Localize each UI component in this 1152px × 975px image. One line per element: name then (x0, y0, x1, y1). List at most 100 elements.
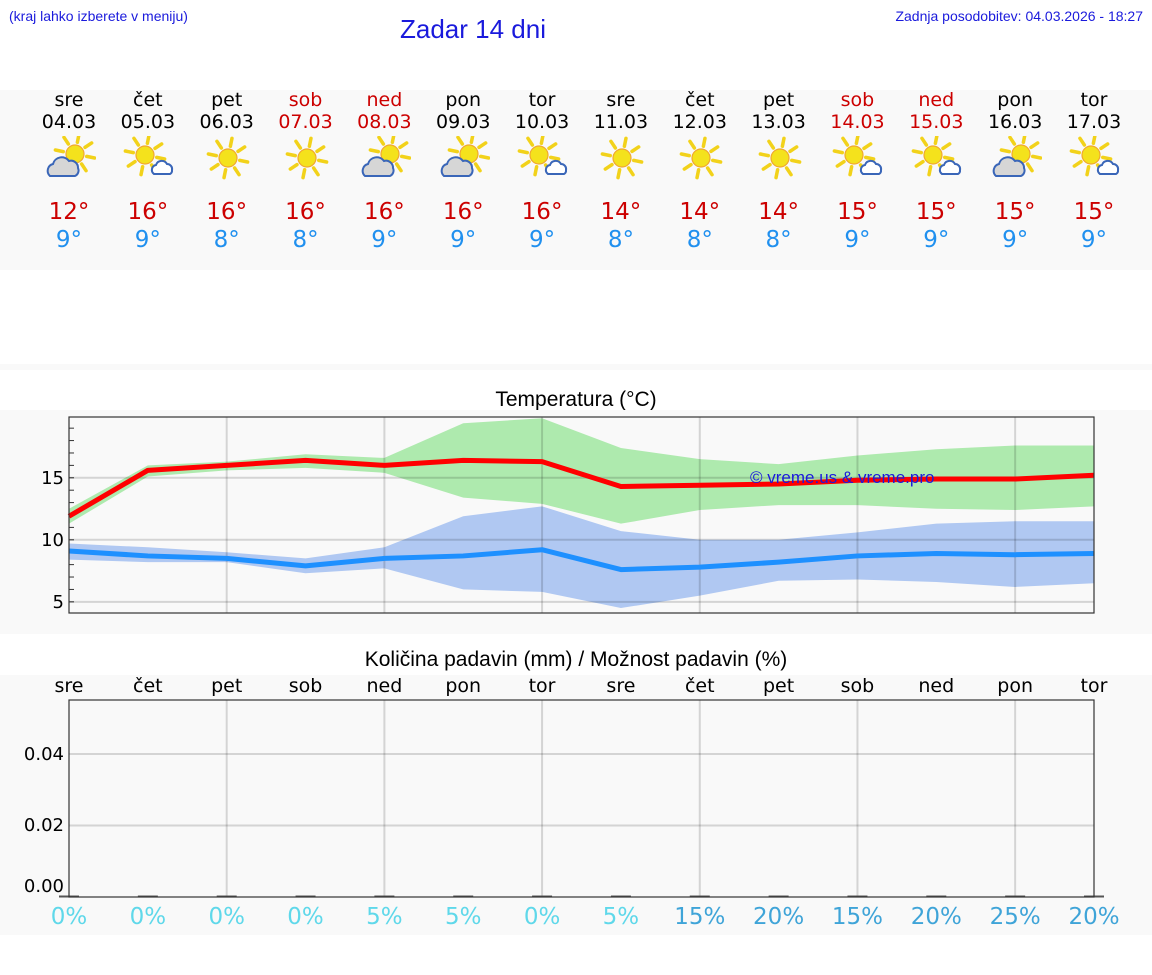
weekday-label: sre (54, 675, 84, 697)
partly-cloudy-grey-cloud-icon (438, 136, 491, 182)
sunny-icon (675, 136, 727, 182)
day-forecast: pet 13.03 14° 8° (740, 90, 818, 270)
partly-cloudy-grey-cloud-icon (44, 136, 96, 182)
weekday-label: sob (840, 675, 875, 697)
temperature-chart-title: Temperatura (°C) (495, 388, 657, 411)
max-temperature: 16° (442, 199, 484, 225)
day-forecast: sre 11.03 14° 8° (582, 90, 660, 270)
day-forecast: tor 17.03 15° 9° (1055, 90, 1133, 270)
day-name: čet (684, 89, 715, 111)
day-date: 06.03 (199, 111, 254, 133)
min-temperature: 9° (371, 227, 398, 253)
weekday-label: čet (684, 675, 715, 697)
precipitation-probability: 0% (287, 904, 324, 930)
min-temperature: 9° (923, 227, 950, 253)
day-date: 17.03 (1066, 111, 1122, 133)
max-temperature: 16° (363, 199, 405, 225)
day-forecast: pon 09.03 16° 9° (424, 90, 502, 270)
weekday-label: sob (288, 675, 323, 697)
min-temperature: 8° (292, 227, 319, 253)
max-temperature: 15° (915, 199, 957, 225)
max-temperature: 14° (758, 199, 799, 225)
day-name: pon (445, 89, 482, 111)
last-update: Zadnja posodobitev: 04.03.2026 - 18:27 (895, 8, 1143, 24)
min-temperature: 9° (134, 227, 161, 253)
day-name: ned (918, 89, 955, 111)
max-temperature: 16° (127, 199, 169, 225)
weekday-label: pet (763, 675, 795, 697)
max-temperature: 16° (521, 199, 563, 225)
day-forecast: ned 08.03 16° 9° (345, 90, 423, 270)
max-temperature: 15° (1073, 199, 1115, 225)
max-temperature: 15° (837, 199, 878, 225)
weekday-label: čet (133, 675, 163, 697)
day-name: čet (133, 89, 163, 111)
precipitation-probability: 0% (129, 904, 167, 930)
day-date: 12.03 (672, 111, 727, 133)
day-date: 07.03 (278, 111, 333, 133)
day-forecast: sob 07.03 16° 8° (267, 90, 345, 270)
min-temperature: 9° (1002, 227, 1029, 253)
max-temperature: 14° (679, 199, 721, 225)
day-name: pon (997, 89, 1033, 111)
precipitation-probability: 0% (523, 904, 561, 930)
min-temperature: 9° (528, 227, 556, 253)
precipitation-chart-panel (0, 675, 1152, 935)
weekday-label: pon (997, 675, 1033, 697)
precipitation-probability: 15% (831, 904, 884, 930)
partly-cloudy-grey-cloud-icon (990, 136, 1043, 182)
sun-small-cloud-icon (832, 136, 884, 182)
day-forecast: čet 12.03 14° 8° (661, 90, 739, 270)
min-temperature: 9° (844, 227, 871, 253)
day-forecast: ned 15.03 15° 9° (897, 90, 975, 270)
temperature-chart (67, 416, 1095, 614)
min-temperature: 8° (213, 227, 240, 253)
max-temperature: 15° (994, 199, 1036, 225)
day-name: sob (288, 89, 323, 111)
precipitation-chart-title: Količina padavin (mm) / Možnost padavin … (364, 648, 788, 671)
weekday-label: ned (366, 675, 403, 697)
sunny-icon (596, 136, 648, 182)
sun-small-cloud-icon (911, 136, 963, 182)
day-forecast: čet 05.03 16° 9° (109, 90, 187, 270)
day-forecast: sre 04.03 12° 9° (30, 90, 108, 270)
page-title: Zadar 14 dni (400, 14, 546, 44)
day-date: 05.03 (120, 111, 176, 133)
day-forecast: pet 06.03 16° 8° (188, 90, 266, 270)
daily-forecast-list: sre 04.03 12° 9° čet 05.03 16° 9° pet 06.03 16° 8° s… (0, 90, 1152, 270)
precipitation-probability: 0% (50, 904, 88, 930)
day-forecast: sob 14.03 15° 9° (818, 90, 896, 270)
day-forecast: tor 10.03 16° 9° (503, 90, 581, 270)
partly-cloudy-grey-cloud-icon (359, 136, 412, 182)
precipitation-probability: 20% (753, 904, 805, 930)
max-temperature: 16° (206, 199, 248, 225)
day-date: 13.03 (751, 111, 806, 133)
precipitation-probability: 25% (989, 904, 1041, 930)
min-temperature: 8° (607, 227, 634, 253)
y-tick-10: 10 (41, 530, 64, 551)
day-date: 14.03 (830, 111, 885, 133)
location-hint: (kraj lahko izberete v meniju) (9, 8, 188, 24)
day-date: 08.03 (357, 111, 412, 133)
day-name: pet (763, 89, 795, 111)
precipitation-probability: 5% (602, 904, 640, 930)
y-tick-5: 5 (52, 592, 64, 613)
sun-small-cloud-icon (517, 136, 569, 182)
max-temperature: 16° (285, 199, 326, 225)
day-name: tor (528, 89, 556, 111)
precipitation-probability: 0% (208, 904, 245, 930)
precipitation-probability: 5% (444, 904, 482, 930)
day-date: 10.03 (514, 111, 570, 133)
day-name: tor (1080, 89, 1108, 111)
y-tick-0-00: 0.00 (23, 876, 64, 897)
precipitation-probability: 20% (910, 904, 962, 930)
weekday-label: tor (528, 675, 556, 697)
precipitation-probability: 15% (674, 904, 726, 930)
day-name: ned (366, 89, 403, 111)
sun-small-cloud-icon (123, 136, 175, 182)
min-temperature: 9° (55, 227, 83, 253)
weekday-label: pet (211, 675, 243, 697)
y-tick-0-04: 0.04 (23, 744, 64, 765)
sunny-icon (202, 136, 254, 182)
